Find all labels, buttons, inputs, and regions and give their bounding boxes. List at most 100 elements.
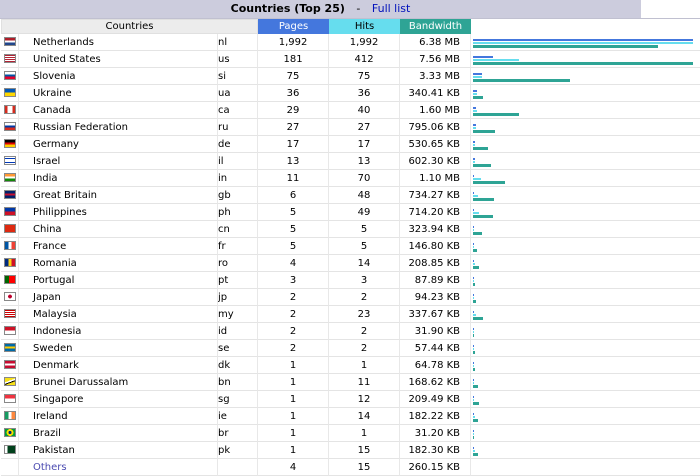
column-header-hits[interactable]: Hits — [329, 19, 401, 34]
hits-bar — [473, 415, 476, 418]
pages-value: 75 — [258, 68, 330, 85]
others-link[interactable]: Others — [33, 461, 67, 473]
pages-value: 27 — [258, 119, 330, 136]
pages-bar — [473, 174, 475, 177]
graph-cell — [471, 85, 700, 102]
table-row: Japan jp 2 2 94.23 KB — [1, 289, 700, 306]
hits-value: 49 — [329, 204, 401, 221]
country-name: France — [19, 238, 218, 255]
hits-value: 14 — [329, 408, 401, 425]
table-row: France fr 5 5 146.80 KB — [1, 238, 700, 255]
column-header-pages[interactable]: Pages — [258, 19, 330, 34]
pages-value: 1 — [258, 408, 330, 425]
romania-flag-icon — [3, 258, 16, 267]
philippines-flag-icon — [3, 207, 16, 216]
brazil-flag-icon — [3, 428, 16, 437]
bandwidth-value: 87.89 KB — [400, 272, 472, 289]
table-row: Slovenia si 75 75 3.33 MB — [1, 68, 700, 85]
full-list-link[interactable]: Full list — [371, 2, 411, 15]
hits-bar — [473, 313, 477, 316]
japan-flag-icon — [3, 292, 16, 301]
column-header-graph — [471, 19, 700, 34]
hits-bar — [473, 245, 475, 248]
others-label[interactable]: Others — [19, 459, 218, 476]
netherlands-flag-icon — [3, 37, 16, 46]
country-code: se — [218, 340, 259, 357]
indonesia-flag-icon — [3, 326, 16, 335]
flag-cell — [1, 187, 19, 204]
bandwidth-value: 209.49 KB — [400, 391, 472, 408]
graph-cell — [471, 272, 700, 289]
graph-cell — [471, 357, 700, 374]
country-name: Japan — [19, 289, 218, 306]
country-code: my — [218, 306, 259, 323]
country-name: Germany — [19, 136, 218, 153]
france-flag-icon — [3, 241, 16, 250]
graph-cell — [471, 238, 700, 255]
pages-bar — [473, 378, 475, 381]
hits-value: 2 — [329, 340, 401, 357]
hits-bar — [473, 279, 475, 282]
bandwidth-bar — [473, 316, 484, 320]
pages-bar — [473, 140, 476, 143]
country-name: Russian Federation — [19, 119, 218, 136]
country-code: id — [218, 323, 259, 340]
table-row: Netherlands nl 1,992 1,992 6.38 MB — [1, 34, 700, 51]
pages-bar — [473, 395, 475, 398]
bandwidth-bar — [473, 452, 479, 456]
flag-cell — [1, 323, 19, 340]
graph-cell — [471, 425, 700, 442]
hits-value: 27 — [329, 119, 401, 136]
graph-cell — [471, 391, 700, 408]
country-code: ie — [218, 408, 259, 425]
bandwidth-bar — [473, 435, 475, 439]
bandwidth-bar — [473, 163, 492, 167]
hits-bar — [473, 381, 475, 384]
graph-cell — [471, 187, 700, 204]
graph-cell — [471, 102, 700, 119]
bandwidth-bar — [473, 384, 479, 388]
bandwidth-bar — [473, 248, 478, 252]
table-row: China cn 5 5 323.94 KB — [1, 221, 700, 238]
bandwidth-value: 182.22 KB — [400, 408, 472, 425]
bandwidth-value: 734.27 KB — [400, 187, 472, 204]
country-name: Indonesia — [19, 323, 218, 340]
pages-value: 1 — [258, 391, 330, 408]
bandwidth-bar — [473, 299, 477, 303]
canada-flag-icon — [3, 105, 16, 114]
bandwidth-value: 31.20 KB — [400, 425, 472, 442]
flag-cell — [1, 255, 19, 272]
hits-bar — [473, 160, 476, 163]
hits-bar — [473, 296, 475, 299]
column-header-bandwidth[interactable]: Bandwidth — [400, 19, 472, 34]
hits-value: 75 — [329, 68, 401, 85]
country-name: Slovenia — [19, 68, 218, 85]
israel-flag-icon — [3, 156, 16, 165]
country-name: Ireland — [19, 408, 218, 425]
panel-title: Countries (Top 25) — [230, 2, 345, 15]
pages-value: 29 — [258, 102, 330, 119]
bandwidth-value: 1.10 MB — [400, 170, 472, 187]
flag-cell — [1, 221, 19, 238]
table-row: Brunei Darussalam bn 1 11 168.62 KB — [1, 374, 700, 391]
hits-bar — [473, 347, 475, 350]
flag-cell — [1, 51, 19, 68]
hits-value: 70 — [329, 170, 401, 187]
graph-cell — [471, 68, 700, 85]
flag-cell — [1, 136, 19, 153]
pages-value: 5 — [258, 204, 330, 221]
hits-bar — [473, 228, 475, 231]
country-name: Great Britain — [19, 187, 218, 204]
table-row: Denmark dk 1 1 64.78 KB — [1, 357, 700, 374]
hits-value: 48 — [329, 187, 401, 204]
pages-value: 6 — [258, 187, 330, 204]
others-graph-cell — [471, 459, 700, 476]
others-bandwidth: 260.15 KB — [400, 459, 472, 476]
column-header-countries[interactable]: Countries — [1, 19, 259, 34]
pages-bar — [473, 72, 483, 75]
others-code-cell — [218, 459, 259, 476]
bandwidth-value: 530.65 KB — [400, 136, 472, 153]
table-row: Ukraine ua 36 36 340.41 KB — [1, 85, 700, 102]
graph-cell — [471, 340, 700, 357]
bandwidth-bar — [473, 112, 520, 116]
